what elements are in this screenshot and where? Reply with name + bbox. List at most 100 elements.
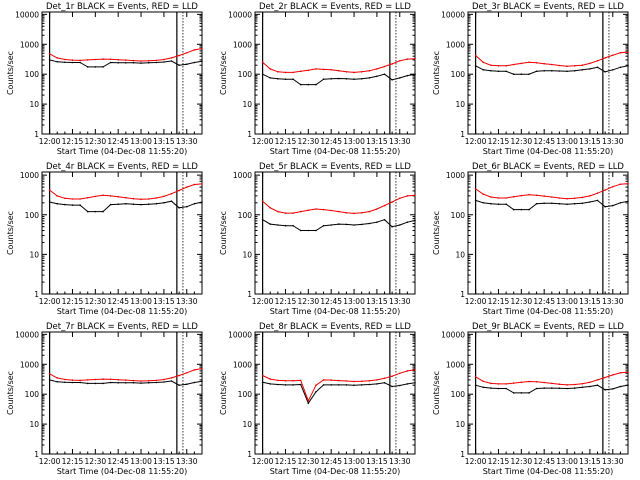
lld-data-point [520, 62, 523, 65]
lld-data-point [178, 54, 180, 57]
events-data-point [360, 384, 363, 386]
events-data-point [551, 70, 553, 72]
x-tick-label: 12:30 [511, 137, 533, 146]
y-tick-label: 1 [34, 130, 39, 139]
lld-data-point [474, 54, 477, 57]
lld-data-point [269, 68, 271, 70]
chart-title: Det_4r BLACK = Events, RED = LLD [46, 162, 198, 172]
lld-data-point [581, 64, 584, 66]
events-data-point [170, 200, 173, 202]
y-tick-label: 1 [460, 450, 465, 459]
x-axis-label: Start Time (04-Dec-08 11:55:20) [483, 307, 614, 316]
chart-title: Det_2r BLACK = Events, RED = LLD [259, 2, 411, 12]
events-data-point [338, 384, 340, 386]
lld-data-point [186, 372, 188, 374]
events-data-point [193, 202, 196, 205]
y-tick-label: 10 [242, 100, 252, 109]
events-data-point [125, 382, 127, 384]
x-tick-label: 13:00 [343, 137, 365, 146]
y-tick-label: 10000 [441, 10, 465, 19]
x-tick-label: 12:15 [488, 297, 510, 306]
y-axis-label: Counts/sec [432, 371, 441, 415]
events-data-point [147, 203, 150, 205]
x-tick-label: 13:30 [602, 137, 624, 146]
events-data-point [201, 201, 203, 203]
lld-data-point [201, 47, 203, 50]
lld-data-point [406, 370, 409, 372]
events-data-point [512, 73, 515, 75]
x-tick-label: 12:30 [298, 137, 320, 146]
y-tick-label: 10 [455, 250, 465, 259]
y-tick-label: 100 [238, 211, 253, 220]
lld-data-point [125, 379, 127, 381]
events-data-point [64, 203, 66, 206]
events-data-point [269, 77, 271, 79]
events-data-point [376, 383, 378, 385]
lld-data-point [71, 198, 74, 200]
events-data-point [360, 223, 363, 226]
lld-data-point [277, 71, 279, 73]
lld-data-point [604, 57, 606, 59]
x-tick-label: 12:30 [511, 297, 533, 306]
lld-data-point [284, 71, 287, 74]
lld-data-point [48, 189, 51, 191]
lld-data-point [627, 182, 629, 185]
lld-data-point [406, 58, 409, 60]
lld-data-point [543, 195, 545, 197]
x-tick-label: 13:00 [343, 297, 365, 306]
lld-data-point [163, 58, 165, 61]
y-tick-label: 1 [460, 290, 465, 299]
events-data-point [155, 381, 158, 384]
lld-data-point [474, 188, 477, 190]
events-data-point [193, 61, 196, 64]
events-data-point [414, 219, 416, 222]
lld-data-point [330, 209, 332, 212]
plot-frame [467, 11, 629, 135]
plot-frame [467, 331, 629, 455]
events-data-point [71, 381, 74, 384]
lld-data-point [558, 64, 561, 67]
events-data-point [338, 223, 340, 225]
events-data-point [596, 384, 599, 386]
lld-data-point [414, 194, 416, 197]
lld-data-point [482, 380, 484, 383]
lld-data-point [132, 379, 135, 382]
lld-data-point [543, 381, 545, 384]
lld-data-point [155, 59, 158, 62]
events-data-point [612, 204, 614, 207]
x-axis-label: Start Time (04-Dec-08 11:55:20) [483, 467, 614, 476]
x-tick-label: 13:30 [389, 137, 411, 146]
lld-data-point [56, 377, 58, 379]
events-data-point [528, 392, 530, 394]
events-data-point [368, 383, 371, 386]
events-data-point [482, 386, 484, 389]
events-data-point [147, 382, 150, 384]
events-data-point [406, 221, 409, 223]
events-data-point [261, 73, 264, 75]
x-tick-label: 13:00 [130, 297, 152, 306]
lld-data-point [79, 379, 81, 382]
lld-data-point [505, 65, 507, 67]
events-data-point [322, 78, 325, 80]
chart-title: Det_3r BLACK = Events, RED = LLD [472, 2, 624, 12]
events-data-point [71, 61, 74, 64]
events-data-point [589, 68, 591, 70]
lld-data-point [147, 380, 150, 382]
events-data-point [125, 62, 127, 64]
y-tick-label: 100 [25, 211, 40, 220]
lld-data-point [399, 197, 401, 200]
x-tick-label: 12:45 [107, 137, 129, 146]
lld-data-point [140, 198, 142, 201]
events-data-point [619, 66, 622, 69]
events-data-point [163, 381, 165, 383]
lld-data-point [178, 189, 180, 192]
x-tick-label: 13:00 [130, 457, 152, 466]
lld-data-point [94, 378, 97, 381]
lld-data-point [292, 71, 294, 74]
events-data-point [505, 203, 507, 205]
events-data-point [619, 202, 622, 204]
events-data-point [627, 384, 629, 386]
plot-frame [254, 171, 416, 295]
y-tick-label: 1 [34, 450, 39, 459]
lld-data-point [193, 49, 196, 51]
